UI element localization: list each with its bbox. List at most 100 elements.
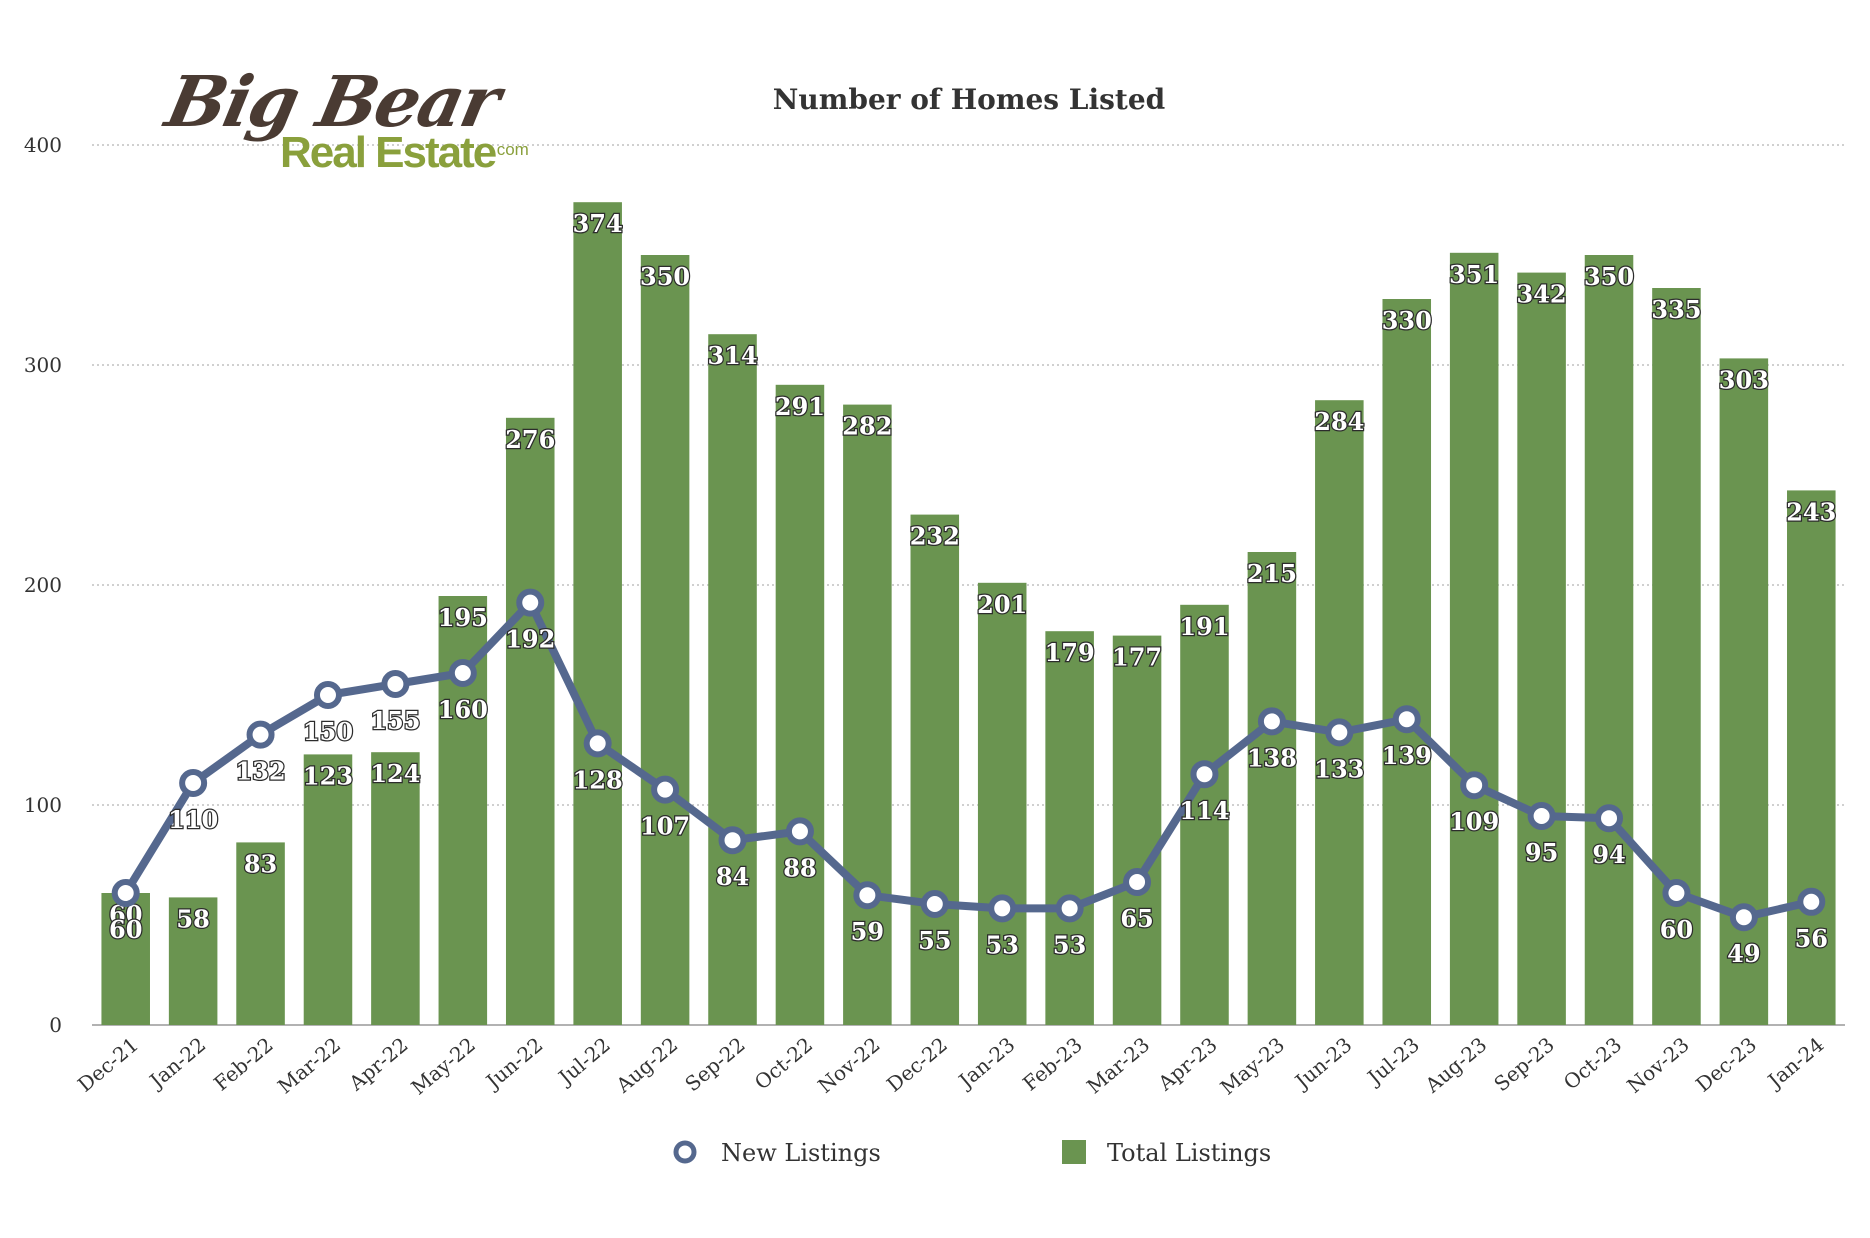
- point-value-label: 88: [783, 853, 816, 882]
- x-tick-label: Feb-22: [209, 1032, 278, 1095]
- bar-total-listings: [1180, 604, 1229, 1025]
- point-value-label: 53: [986, 930, 1019, 959]
- bar-total-listings: [708, 334, 757, 1025]
- point-new-listings: [1527, 802, 1556, 830]
- point-new-listings: [1729, 903, 1758, 932]
- point-value-label: 114: [1179, 796, 1229, 825]
- bar-value-label: 314: [707, 341, 757, 370]
- chart-title: Number of Homes Listed: [773, 83, 1165, 116]
- x-tick-label: Nov-23: [1622, 1032, 1693, 1097]
- x-tick-label: Apr-22: [344, 1032, 413, 1095]
- point-value-label: 53: [1053, 930, 1086, 959]
- point-new-listings: [718, 826, 747, 855]
- point-new-listings: [853, 881, 882, 910]
- point-new-listings: [1460, 771, 1489, 800]
- point-new-listings: [1055, 894, 1084, 923]
- bar-total-listings: [371, 752, 420, 1025]
- point-value-label: 110: [168, 805, 218, 834]
- point-value-label: 59: [851, 917, 884, 946]
- bar-series: [101, 202, 1836, 1026]
- point-new-listings: [988, 894, 1017, 923]
- point-value-label: 95: [1525, 838, 1558, 867]
- logo-line2: Real Estate: [280, 128, 497, 177]
- x-tick-label: Jun-23: [1289, 1032, 1357, 1094]
- bar-total-listings: [1045, 631, 1094, 1025]
- point-value-label: 60: [1660, 915, 1693, 944]
- bar-total-listings: [1382, 299, 1432, 1025]
- point-new-listings: [785, 817, 814, 846]
- x-tick-label: Jul-23: [1361, 1032, 1424, 1090]
- bar-value-label: 342: [1517, 280, 1567, 309]
- bar-total-listings: [505, 417, 555, 1025]
- point-new-listings: [1392, 705, 1421, 734]
- bar-total-listings: [775, 384, 825, 1025]
- bar-value-label: 58: [176, 904, 209, 933]
- bar-value-label: 179: [1045, 638, 1095, 667]
- x-tick-label: Aug-22: [611, 1032, 683, 1098]
- point-value-label: 109: [1449, 807, 1499, 836]
- point-new-listings: [1595, 804, 1624, 833]
- bar-value-label: 330: [1382, 306, 1432, 335]
- point-new-listings: [381, 670, 410, 698]
- point-new-listings: [1325, 718, 1354, 747]
- point-new-listings: [516, 588, 545, 617]
- point-new-listings: [448, 659, 477, 687]
- x-tick-label: Dec-22: [882, 1032, 952, 1096]
- point-value-label: 84: [716, 862, 749, 891]
- point-new-listings: [1190, 760, 1219, 789]
- bar-total-listings: [910, 514, 960, 1025]
- x-tick-label: Oct-22: [750, 1032, 817, 1094]
- point-value-label: 49: [1727, 939, 1760, 968]
- line-labels: 60 110 132 150 155 160 192 128 107 84 88 59 55 53 53 65…: [108, 623, 1829, 969]
- x-tick-label: Sep-23: [1489, 1032, 1558, 1096]
- bar-value-label: 303: [1719, 365, 1769, 394]
- point-new-listings: [651, 775, 680, 804]
- bar-total-listings: [1247, 552, 1297, 1025]
- x-tick-label: Dec-21: [73, 1032, 143, 1096]
- bar-value-label: 201: [977, 590, 1027, 619]
- legend-total-listings-label: Total Listings: [1107, 1139, 1271, 1167]
- bar-value-label: 191: [1179, 612, 1229, 641]
- bar-value-label: 351: [1449, 260, 1499, 289]
- point-new-listings: [246, 720, 275, 749]
- x-tick-label: Sep-22: [680, 1032, 749, 1096]
- bar-total-listings: [1787, 490, 1836, 1025]
- point-value-label: 139: [1382, 741, 1432, 770]
- big-bear-logo: Big Bear Real Estate .com: [159, 60, 540, 180]
- point-value-label: 94: [1592, 840, 1625, 869]
- bar-total-listings: [1449, 252, 1499, 1026]
- x-tick-label: Mar-23: [1082, 1032, 1154, 1098]
- logo-suffix: .com: [492, 140, 529, 159]
- point-new-listings: [313, 681, 342, 709]
- legend: New Listings Total Listings: [673, 1139, 1271, 1167]
- point-new-listings: [111, 879, 140, 907]
- bar-value-label: 350: [640, 262, 690, 291]
- bar-value-label: 195: [438, 603, 488, 632]
- point-value-label: 56: [1795, 924, 1828, 953]
- x-tick-label: Feb-23: [1018, 1032, 1087, 1095]
- bar-total-listings: [168, 897, 218, 1025]
- bar-total-listings: [1584, 255, 1634, 1025]
- y-tick-label: 400: [24, 133, 62, 157]
- x-tick-label: Dec-23: [1691, 1032, 1761, 1096]
- y-tick-label: 0: [49, 1013, 62, 1037]
- point-new-listings: [1123, 868, 1152, 896]
- point-value-label: 55: [918, 926, 951, 955]
- x-tick-label: May-23: [1216, 1032, 1290, 1099]
- y-tick-label: 200: [24, 573, 62, 597]
- y-axis: 0 100 200 300 400: [24, 133, 62, 1037]
- bar-value-label: 215: [1247, 559, 1297, 588]
- point-new-listings: [1257, 707, 1286, 736]
- bar-total-listings: [101, 893, 150, 1025]
- x-tick-label: Jun-22: [480, 1032, 548, 1094]
- bar-value-label: 124: [370, 759, 420, 788]
- bar-total-listings: [640, 255, 690, 1025]
- x-tick-label: Jul-22: [552, 1032, 615, 1090]
- x-tick-label: Aug-23: [1420, 1032, 1492, 1098]
- point-value-label: 133: [1314, 754, 1364, 783]
- point-value-label: 60: [109, 915, 142, 944]
- bar-value-label: 123: [303, 761, 353, 790]
